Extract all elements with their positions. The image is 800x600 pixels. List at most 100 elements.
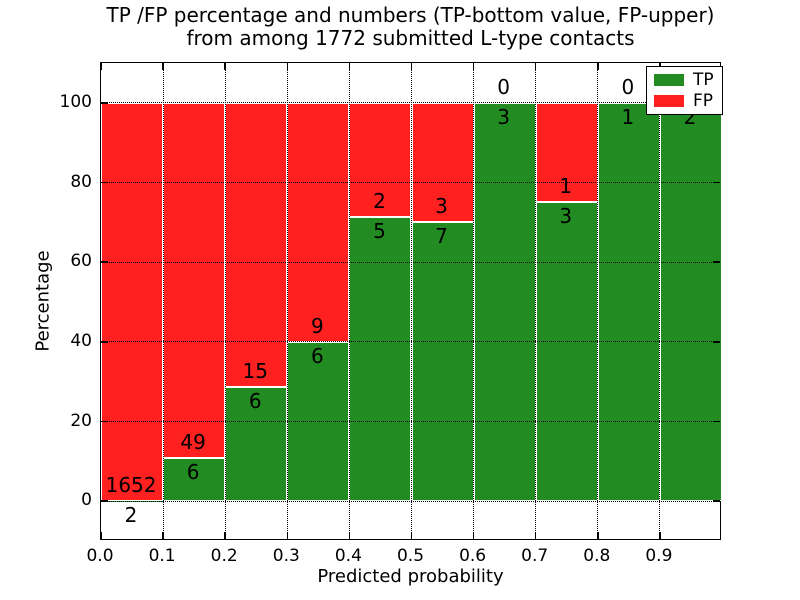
fp-count-label: 0 [497, 74, 511, 99]
y-tick-mark [101, 341, 108, 343]
fp-count-label: 15 [242, 359, 268, 384]
fp-count-label: 0 [621, 74, 635, 99]
fp-count-label: 2 [373, 188, 386, 213]
y-tick-mark [101, 102, 108, 104]
x-tick-mark [597, 63, 599, 70]
x-tick-label: 0.7 [521, 546, 549, 566]
x-tick-label: 0.5 [396, 546, 425, 566]
x-tick-mark [410, 532, 413, 539]
y-tick-mark [713, 181, 720, 184]
gridline-horizontal [101, 341, 720, 343]
tp-count-label: 6 [186, 459, 200, 484]
x-tick-label: 0.2 [210, 546, 238, 566]
x-tick-label: 0.9 [645, 546, 673, 566]
chart-title-line1: TP /FP percentage and numbers (TP-bottom… [106, 3, 715, 27]
bar-tp-segment [349, 216, 412, 502]
gridline-vertical [659, 63, 661, 539]
tp-count-label: 5 [373, 218, 386, 243]
tp-count-label: 2 [124, 502, 138, 527]
gridline-vertical [411, 63, 412, 539]
fp-count-label: 1 [559, 174, 573, 199]
x-tick-mark [224, 63, 226, 70]
bar-fp-segment [225, 102, 288, 388]
x-tick-label: 0.3 [272, 546, 300, 566]
x-tick-mark [472, 532, 475, 539]
x-tick-mark [534, 532, 537, 539]
x-tick-label: 0.8 [583, 546, 611, 566]
gridline-vertical [597, 63, 599, 539]
bar-tp-segment [597, 102, 660, 502]
x-tick-mark [100, 532, 102, 539]
gridline-horizontal [101, 261, 720, 263]
x-axis-label: Predicted probability [317, 566, 504, 587]
x-tick-mark [224, 532, 226, 539]
tp-count-label: 7 [435, 224, 448, 249]
bar-tp-segment [163, 457, 226, 502]
chart-title: TP /FP percentage and numbers (TP-bottom… [100, 4, 721, 50]
legend-entry: TP [654, 70, 714, 90]
y-tick-mark [101, 420, 108, 423]
legend-entry: FP [654, 91, 714, 111]
gridline-vertical [348, 63, 350, 539]
y-tick-mark [713, 261, 720, 263]
x-tick-mark [472, 63, 475, 70]
gridline-vertical [286, 63, 288, 539]
y-tick-label: 0 [81, 490, 92, 511]
y-tick-label: 60 [70, 251, 92, 272]
gridline-horizontal [101, 102, 720, 104]
legend: TP FP [646, 66, 723, 115]
x-tick-mark [348, 532, 351, 539]
bar-tp-segment [411, 222, 474, 502]
x-tick-mark [659, 532, 661, 539]
gridline-horizontal [101, 500, 720, 502]
x-tick-mark [410, 63, 413, 70]
x-tick-mark [162, 63, 164, 70]
y-tick-mark [101, 181, 108, 184]
y-tick-label: 40 [70, 330, 92, 351]
chart-title-line2: from among 1772 submitted L-type contact… [186, 26, 635, 50]
bar-fp-segment [287, 102, 350, 342]
legend-swatch-tp [654, 74, 684, 86]
gridline-vertical [162, 63, 164, 539]
legend-label: FP [693, 91, 714, 111]
gridline-horizontal [101, 182, 720, 183]
tp-count-label: 6 [248, 389, 262, 414]
fp-count-label: 1652 [105, 472, 157, 497]
tp-count-label: 1 [621, 104, 635, 129]
bar-tp-segment [473, 102, 536, 502]
y-tick-mark [713, 341, 720, 343]
x-tick-mark [286, 63, 289, 70]
x-tick-mark [162, 532, 164, 539]
bar-tp-segment [659, 102, 722, 502]
tp-count-label: 6 [310, 343, 324, 368]
gridline-horizontal [101, 421, 720, 422]
x-tick-mark [286, 532, 289, 539]
y-tick-label: 80 [70, 171, 92, 192]
y-tick-mark [101, 261, 108, 263]
bar-fp-segment [101, 102, 164, 501]
gridline-vertical [224, 63, 226, 539]
legend-swatch-fp [654, 95, 684, 107]
y-tick-mark [713, 420, 720, 423]
y-tick-mark [101, 500, 108, 502]
bar-fp-segment [349, 102, 412, 217]
x-tick-mark [534, 63, 537, 70]
y-tick-mark [713, 500, 720, 502]
bar-fp-segment [411, 102, 474, 223]
gridline-vertical [473, 63, 475, 539]
gridline-vertical [535, 63, 537, 539]
y-tick-label: 20 [70, 410, 92, 431]
plot-area [100, 62, 722, 540]
x-tick-label: 0.0 [86, 546, 114, 566]
bar-tp-segment [535, 202, 598, 502]
fp-count-label: 49 [180, 429, 206, 454]
y-tick-label: 100 [59, 91, 92, 112]
legend-label: TP [693, 70, 714, 90]
tp-count-label: 3 [497, 104, 511, 129]
fp-count-label: 3 [435, 194, 448, 219]
x-tick-mark [597, 532, 599, 539]
x-tick-label: 0.6 [459, 546, 487, 566]
x-tick-mark [100, 63, 102, 70]
fp-count-label: 9 [310, 313, 324, 338]
